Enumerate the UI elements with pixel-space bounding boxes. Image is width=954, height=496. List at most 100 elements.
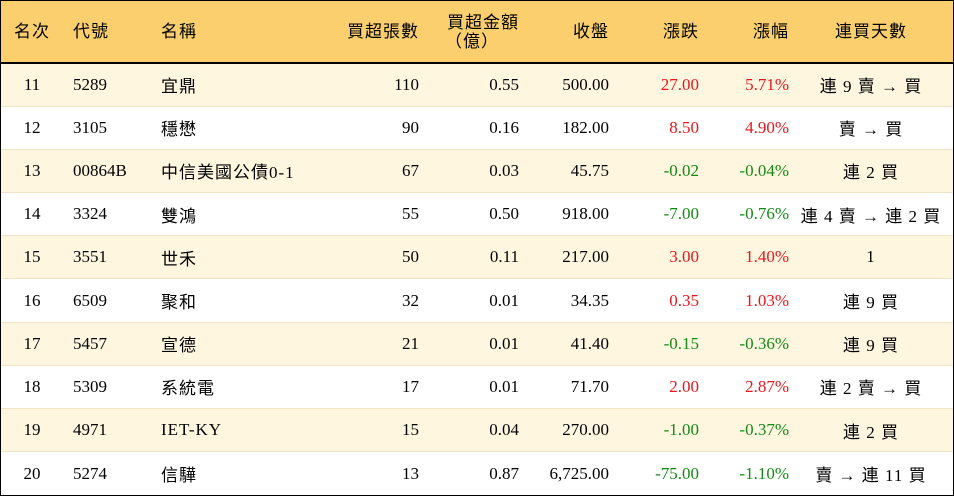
- header-change-pct: 漲幅: [753, 22, 789, 41]
- cell-code: 00864B: [73, 160, 127, 180]
- cell-code: 5309: [73, 376, 107, 396]
- cell-net-buy-amount: 0.55: [489, 74, 519, 94]
- cell-code: 3105: [73, 117, 107, 137]
- cell-close: 217.00: [562, 247, 609, 267]
- cell-rank: 15: [23, 247, 41, 267]
- cell-net-buy-amount: 0.01: [489, 376, 519, 396]
- cell-net-buy-amount: 0.04: [489, 420, 519, 440]
- cell-rank: 18: [23, 376, 41, 396]
- table-body: 11 5289 宜鼎 110 0.55 500.00 27.00 5.71% 連 9 賣 → 買…: [1, 63, 953, 495]
- cell-rank: 19: [23, 420, 41, 440]
- cell-net-buy-lots: 13: [402, 463, 419, 483]
- cell-net-buy-amount: 0.16: [489, 117, 519, 137]
- cell-net-buy-lots: 110: [394, 74, 419, 94]
- cell-change-pct: -0.36%: [739, 333, 789, 353]
- cell-rank: 13: [23, 160, 41, 180]
- cell-close: 41.40: [570, 333, 609, 353]
- table-row: 13 00864B 中信美國公債0-1 67 0.03 45.75 -0.02 -0.04% 連…: [1, 149, 953, 193]
- cell-close: 6,725.00: [549, 463, 610, 483]
- cell-consecutive-days: 連 2 買: [843, 163, 899, 183]
- cell-change: -0.15: [663, 333, 699, 353]
- cell-change-pct: -0.37%: [739, 420, 789, 440]
- cell-change-pct: -0.04%: [739, 160, 789, 180]
- table-row: 15 3551 世禾 50 0.11 217.00 3.00 1.40% 1: [1, 235, 953, 279]
- cell-net-buy-amount: 0.01: [489, 333, 519, 353]
- cell-name: 中信美國公債0-1: [161, 163, 295, 183]
- table-row: 18 5309 系統電 17 0.01 71.70 2.00 2.87% 連 2 賣 → 買: [1, 365, 953, 409]
- cell-name: 宜鼎: [161, 77, 197, 97]
- cell-change: -1.00: [663, 420, 699, 440]
- header-net-buy-lots: 買超張數: [347, 22, 419, 41]
- cell-consecutive-days: 連 4 賣 → 連 2 買: [800, 206, 942, 226]
- cell-net-buy-lots: 15: [402, 420, 419, 440]
- header-code: 代號: [73, 22, 109, 41]
- cell-change: 0.35: [669, 290, 699, 310]
- header-rank: 名次: [14, 22, 50, 41]
- cell-name: 穩懋: [161, 120, 197, 140]
- header-close: 收盤: [573, 22, 609, 41]
- header-name: 名稱: [161, 22, 197, 41]
- table-row: 19 4971 IET-KY 15 0.04 270.00 -1.00 -0.37% 連 2 買: [1, 408, 953, 452]
- cell-close: 182.00: [562, 117, 609, 137]
- cell-change: -7.00: [663, 204, 699, 224]
- cell-net-buy-lots: 50: [402, 247, 419, 267]
- cell-name: 世禾: [161, 249, 197, 269]
- cell-code: 3324: [73, 204, 107, 224]
- cell-change: 27.00: [660, 74, 699, 94]
- cell-change-pct: 1.03%: [745, 290, 789, 310]
- cell-name: 聚和: [161, 293, 197, 313]
- header-net-buy-amount: 買超金額 （億）: [419, 1, 519, 63]
- table-row: 16 6509 聚和 32 0.01 34.35 0.35 1.03% 連 9 買: [1, 278, 953, 323]
- table-row: 17 5457 宣德 21 0.01 41.40 -0.15 -0.36% 連 9 買: [1, 322, 953, 366]
- cell-rank: 14: [23, 204, 41, 224]
- cell-name: 信驊: [161, 466, 197, 486]
- cell-code: 5274: [73, 463, 107, 483]
- cell-consecutive-days: 賣 → 連 11 買: [815, 466, 927, 486]
- cell-name: IET-KY: [161, 420, 223, 440]
- cell-net-buy-amount: 0.01: [489, 290, 519, 310]
- cell-net-buy-amount: 0.03: [489, 160, 519, 180]
- cell-code: 6509: [73, 290, 107, 310]
- cell-net-buy-lots: 17: [402, 376, 419, 396]
- header-change: 漲跌: [663, 22, 699, 41]
- cell-change: 3.00: [669, 247, 699, 267]
- cell-rank: 12: [23, 117, 41, 137]
- cell-code: 5289: [73, 74, 107, 94]
- cell-name: 宣德: [161, 336, 197, 356]
- cell-change-pct: -1.10%: [739, 463, 789, 483]
- cell-consecutive-days: 連 9 買: [843, 336, 899, 356]
- cell-change-pct: -0.76%: [739, 204, 789, 224]
- cell-close: 918.00: [562, 204, 609, 224]
- cell-change: 2.00: [669, 376, 699, 396]
- cell-consecutive-days: 連 2 賣 → 買: [819, 379, 923, 399]
- header-net-buy-amount-label: 買超金額: [447, 12, 519, 32]
- cell-close: 45.75: [570, 160, 609, 180]
- cell-change-pct: 1.40%: [745, 247, 789, 267]
- table-row: 14 3324 雙鴻 55 0.50 918.00 -7.00 -0.76% 連 4 賣 → 連…: [1, 192, 953, 236]
- cell-change: 8.50: [669, 117, 699, 137]
- table-header-row: 名次 代號 名稱 買超張數 買超金額 （億） 收盤 漲跌 漲幅 連買天數: [1, 1, 953, 63]
- cell-rank: 11: [23, 74, 41, 94]
- cell-code: 4971: [73, 420, 107, 440]
- cell-change-pct: 5.71%: [745, 74, 789, 94]
- cell-close: 270.00: [562, 420, 609, 440]
- cell-rank: 17: [23, 333, 41, 353]
- header-consecutive-days: 連買天數: [835, 22, 907, 41]
- cell-net-buy-amount: 0.87: [489, 463, 519, 483]
- cell-net-buy-amount: 0.50: [489, 204, 519, 224]
- cell-name: 系統電: [161, 379, 215, 399]
- cell-consecutive-days: 連 2 買: [843, 422, 899, 442]
- cell-consecutive-days: 連 9 買: [843, 293, 899, 313]
- cell-net-buy-lots: 21: [402, 333, 419, 353]
- cell-rank: 16: [23, 290, 41, 310]
- cell-net-buy-lots: 32: [402, 290, 419, 310]
- cell-code: 3551: [73, 247, 107, 267]
- cell-consecutive-days: 賣 → 買: [838, 120, 904, 140]
- cell-close: 500.00: [562, 74, 609, 94]
- cell-rank: 20: [23, 463, 41, 483]
- cell-change: -0.02: [663, 160, 699, 180]
- cell-net-buy-lots: 90: [402, 117, 419, 137]
- cell-consecutive-days: 1: [866, 247, 876, 267]
